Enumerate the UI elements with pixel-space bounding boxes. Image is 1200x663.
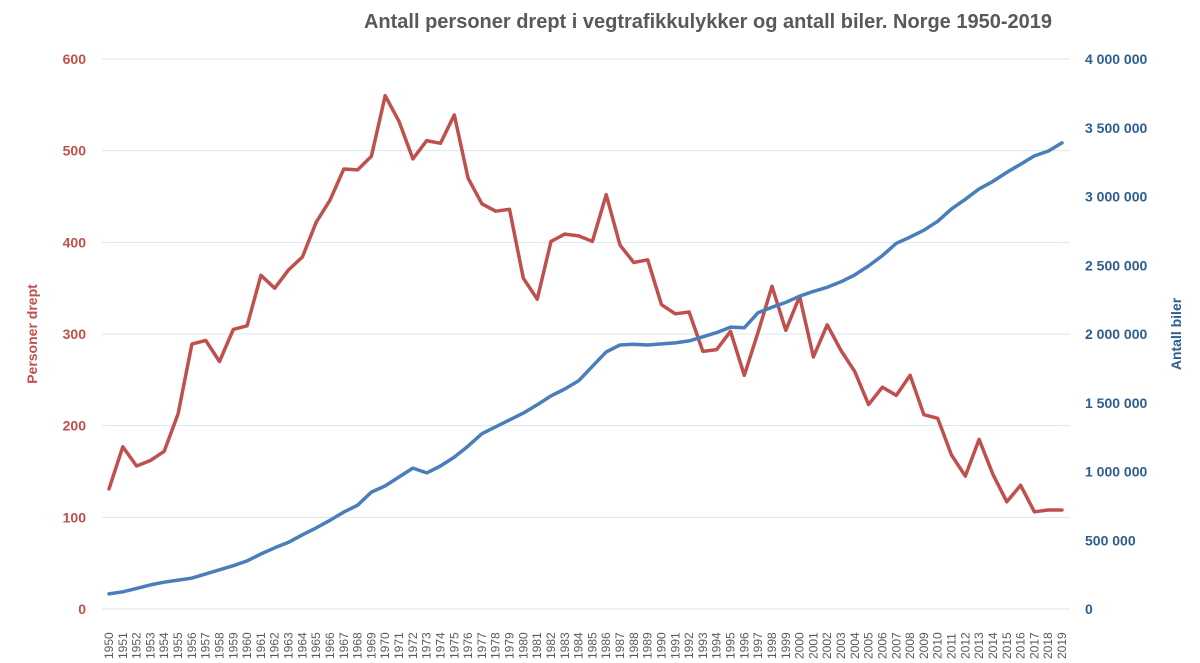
x-tick-label: 1988 [627,632,641,659]
x-tick-label: 1995 [724,632,738,659]
right-tick-label: 4 000 000 [1085,51,1147,67]
right-tick-label: 500 000 [1085,532,1136,548]
x-tick-label: 1972 [406,632,420,659]
x-tick-label: 1955 [171,632,185,659]
right-tick-label: 3 000 000 [1085,189,1147,205]
right-tick-label: 1 500 000 [1085,395,1147,411]
x-tick-label: 1989 [641,632,655,659]
left-tick-label: 300 [63,326,87,342]
x-tick-label: 1990 [654,632,668,659]
x-tick-label: 1976 [461,632,475,659]
x-tick-label: 2017 [1027,632,1041,659]
right-tick-label: 1 000 000 [1085,464,1147,480]
x-tick-label: 2001 [806,632,820,659]
x-tick-label: 1963 [282,632,296,659]
x-tick-label: 1967 [337,632,351,659]
deaths-line [107,93,1064,514]
x-tick-label: 2016 [1014,632,1028,659]
x-tick-label: 1954 [157,632,171,659]
x-tick-label: 2006 [875,632,889,659]
x-tick-label: 1986 [599,632,613,659]
x-tick-label: 2000 [793,632,807,659]
x-tick-label: 2019 [1055,632,1069,659]
x-tick-label: 1985 [585,632,599,659]
x-tick-label: 1991 [668,632,682,659]
gridlines [102,58,1070,610]
x-tick-label: 1966 [323,632,337,659]
x-tick-label: 2008 [903,632,917,659]
left-tick-label: 0 [78,601,86,617]
x-tick-label: 1958 [212,632,226,659]
x-tick-label: 1983 [558,632,572,659]
x-tick-label: 1997 [751,632,765,659]
x-tick-label: 1961 [254,632,268,659]
right-tick-label: 2 500 000 [1085,257,1147,273]
x-tick-label: 1969 [364,632,378,659]
left-tick-label: 600 [63,51,87,67]
x-tick-label: 2018 [1041,632,1055,659]
left-tick-label: 100 [63,509,87,525]
x-axis-ticks: 1950 1951 1952 1953 1954 1955 1956 1957 1958 1959… [102,632,1069,659]
x-tick-label: 1950 [102,632,116,659]
x-tick-label: 2004 [848,632,862,659]
x-tick-label: 1994 [710,632,724,659]
x-tick-label: 1978 [489,632,503,659]
x-tick-label: 2013 [972,632,986,659]
left-axis-label: Personer drept [24,284,40,384]
x-tick-label: 1992 [682,632,696,659]
x-tick-label: 2015 [1000,632,1014,659]
x-tick-label: 1975 [447,632,461,659]
x-tick-label: 1962 [268,632,282,659]
right-tick-label: 3 500 000 [1085,120,1147,136]
left-tick-label: 400 [63,234,87,250]
x-tick-label: 1973 [420,632,434,659]
x-tick-label: 1974 [433,632,447,659]
x-tick-label: 1971 [392,632,406,659]
x-tick-label: 2009 [917,632,931,659]
x-tick-label: 1977 [475,632,489,659]
x-tick-label: 1998 [765,632,779,659]
x-tick-label: 1999 [779,632,793,659]
x-tick-label: 1968 [351,632,365,659]
right-tick-label: 0 [1085,601,1093,617]
x-tick-label: 2014 [986,632,1000,659]
cars-line [107,141,1064,596]
x-tick-label: 1959 [226,632,240,659]
x-tick-label: 1965 [309,632,323,659]
series-group [107,93,1064,596]
right-tick-label: 2 000 000 [1085,326,1147,342]
chart-title: Antall personer drept i vegtrafikkulykke… [364,11,1052,33]
x-tick-label: 2010 [931,632,945,659]
x-tick-label: 2012 [958,632,972,659]
x-tick-label: 2002 [820,632,834,659]
x-tick-label: 1957 [199,632,213,659]
x-tick-label: 1987 [613,632,627,659]
x-tick-label: 2007 [889,632,903,659]
x-tick-label: 1984 [572,632,586,659]
left-tick-label: 200 [63,418,87,434]
x-tick-label: 1956 [185,632,199,659]
right-axis-label: Antall biler [1168,297,1184,370]
x-tick-label: 1981 [530,632,544,659]
x-tick-label: 1979 [503,632,517,659]
x-tick-label: 1993 [696,632,710,659]
x-tick-label: 1970 [378,632,392,659]
x-tick-label: 1996 [737,632,751,659]
x-tick-label: 1960 [240,632,254,659]
x-tick-label: 1980 [516,632,530,659]
x-tick-label: 1951 [116,632,130,659]
x-tick-label: 2005 [862,632,876,659]
x-tick-label: 1952 [130,632,144,659]
x-tick-label: 1953 [143,632,157,659]
left-tick-label: 500 [63,143,87,159]
left-axis-ticks: 0 100 200 300 400 500 600 [63,51,87,617]
right-axis-ticks: 0 500 000 1 000 000 1 500 000 2 000 000 2 500… [1085,51,1147,617]
x-tick-label: 1964 [295,632,309,659]
x-tick-label: 2011 [945,633,959,659]
x-tick-label: 2003 [834,632,848,659]
x-tick-label: 1982 [544,632,558,659]
